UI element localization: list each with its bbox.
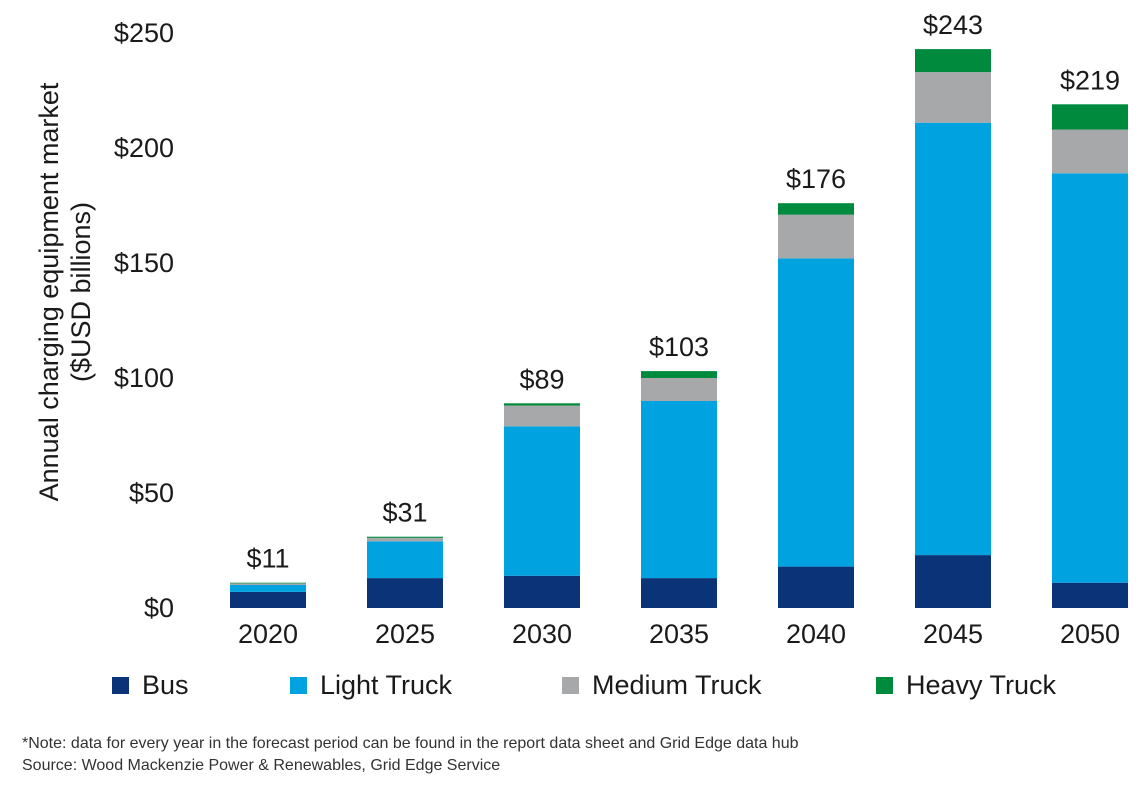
bar-segment-light-truck bbox=[778, 258, 854, 567]
bar-total-label: $176 bbox=[786, 164, 846, 194]
x-tick-label: 2045 bbox=[923, 619, 983, 649]
bar-segment-bus bbox=[230, 591, 306, 608]
footnote-source: Source: Wood Mackenzie Power & Renewable… bbox=[22, 757, 501, 774]
bar-segment-light-truck bbox=[230, 585, 306, 592]
bar-segment-heavy-truck bbox=[230, 582, 306, 584]
bar-segment-bus bbox=[641, 578, 717, 608]
legend-label: Light Truck bbox=[320, 670, 453, 700]
y-tick-label: $200 bbox=[114, 133, 174, 163]
bar-segment-light-truck bbox=[367, 541, 443, 579]
footnote-note: *Note: data for every year in the foreca… bbox=[22, 735, 799, 752]
bars bbox=[230, 49, 1128, 608]
y-tick-label: $150 bbox=[114, 248, 174, 278]
x-tick-label: 2040 bbox=[786, 619, 846, 649]
bar-segment-medium-truck bbox=[504, 405, 580, 427]
bar-segment-heavy-truck bbox=[1052, 104, 1128, 130]
y-axis-title-line-2: ($USD billions) bbox=[66, 202, 96, 382]
x-tick-label: 2050 bbox=[1060, 619, 1120, 649]
x-tick-label: 2030 bbox=[512, 619, 572, 649]
bar-segment-heavy-truck bbox=[367, 536, 443, 538]
bar-total-labels: $11 $31 $89 $103 $176 $243 $219 bbox=[246, 10, 1120, 574]
legend: Bus Light Truck Medium Truck Heavy Truck bbox=[112, 670, 1057, 700]
bar-total-label: $11 bbox=[246, 544, 289, 574]
y-axis-title-line-1: Annual charging equipment market bbox=[34, 82, 64, 501]
legend-item-bus: Bus bbox=[112, 670, 189, 700]
x-tick-label: 2035 bbox=[649, 619, 709, 649]
bar-segment-medium-truck bbox=[641, 378, 717, 401]
bar-total-label: $219 bbox=[1060, 65, 1120, 95]
y-axis-title: Annual charging equipment market ($USD b… bbox=[34, 82, 96, 501]
bar-segment-bus bbox=[915, 555, 991, 608]
legend-item-heavy-truck: Heavy Truck bbox=[876, 670, 1057, 700]
bar-total-label: $243 bbox=[923, 10, 983, 40]
legend-item-light-truck: Light Truck bbox=[290, 670, 453, 700]
bar-segment-medium-truck bbox=[1052, 129, 1128, 174]
bar-segment-medium-truck bbox=[230, 583, 306, 585]
bar-segment-heavy-truck bbox=[915, 49, 991, 73]
x-tick-label: 2025 bbox=[375, 619, 435, 649]
legend-swatch bbox=[112, 677, 129, 694]
bar-segment-light-truck bbox=[1052, 173, 1128, 583]
y-tick-label: $0 bbox=[144, 593, 174, 623]
legend-swatch bbox=[290, 677, 307, 694]
bar-segment-medium-truck bbox=[778, 214, 854, 259]
bar-segment-light-truck bbox=[915, 122, 991, 556]
bar-segment-bus bbox=[504, 575, 580, 608]
y-tick-label: $100 bbox=[114, 363, 174, 393]
bar-segment-heavy-truck bbox=[778, 203, 854, 215]
bar-segment-light-truck bbox=[504, 426, 580, 576]
legend-label: Bus bbox=[142, 670, 189, 700]
legend-swatch bbox=[562, 677, 579, 694]
bar-segment-bus bbox=[367, 578, 443, 608]
y-tick-label: $250 bbox=[114, 18, 174, 48]
bar-total-label: $31 bbox=[382, 498, 427, 528]
bar-segment-light-truck bbox=[641, 401, 717, 579]
stacked-bar-chart: Annual charging equipment market ($USD b… bbox=[34, 10, 1128, 700]
bar-segment-heavy-truck bbox=[641, 371, 717, 378]
bar-total-label: $103 bbox=[649, 332, 709, 362]
y-axis-ticks: $0 $50 $100 $150 $200 $250 bbox=[114, 18, 174, 623]
x-tick-label: 2020 bbox=[238, 619, 298, 649]
bar-segment-bus bbox=[778, 566, 854, 608]
legend-label: Heavy Truck bbox=[906, 670, 1057, 700]
legend-item-medium-truck: Medium Truck bbox=[562, 670, 762, 700]
y-tick-label: $50 bbox=[129, 478, 174, 508]
x-axis-labels: 2020 2025 2030 2035 2040 2045 2050 bbox=[238, 619, 1120, 649]
bar-total-label: $89 bbox=[519, 364, 564, 394]
legend-swatch bbox=[876, 677, 893, 694]
bar-segment-bus bbox=[1052, 582, 1128, 608]
bar-segment-medium-truck bbox=[367, 537, 443, 542]
legend-label: Medium Truck bbox=[592, 670, 762, 700]
bar-segment-medium-truck bbox=[915, 72, 991, 123]
bar-segment-heavy-truck bbox=[504, 403, 580, 406]
